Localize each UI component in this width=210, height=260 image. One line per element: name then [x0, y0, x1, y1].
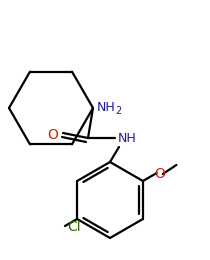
Text: NH: NH: [97, 101, 116, 114]
Text: 2: 2: [115, 106, 121, 116]
Text: O: O: [47, 128, 58, 142]
Text: NH: NH: [118, 132, 137, 145]
Text: O: O: [154, 167, 165, 181]
Text: Cl: Cl: [67, 220, 81, 234]
